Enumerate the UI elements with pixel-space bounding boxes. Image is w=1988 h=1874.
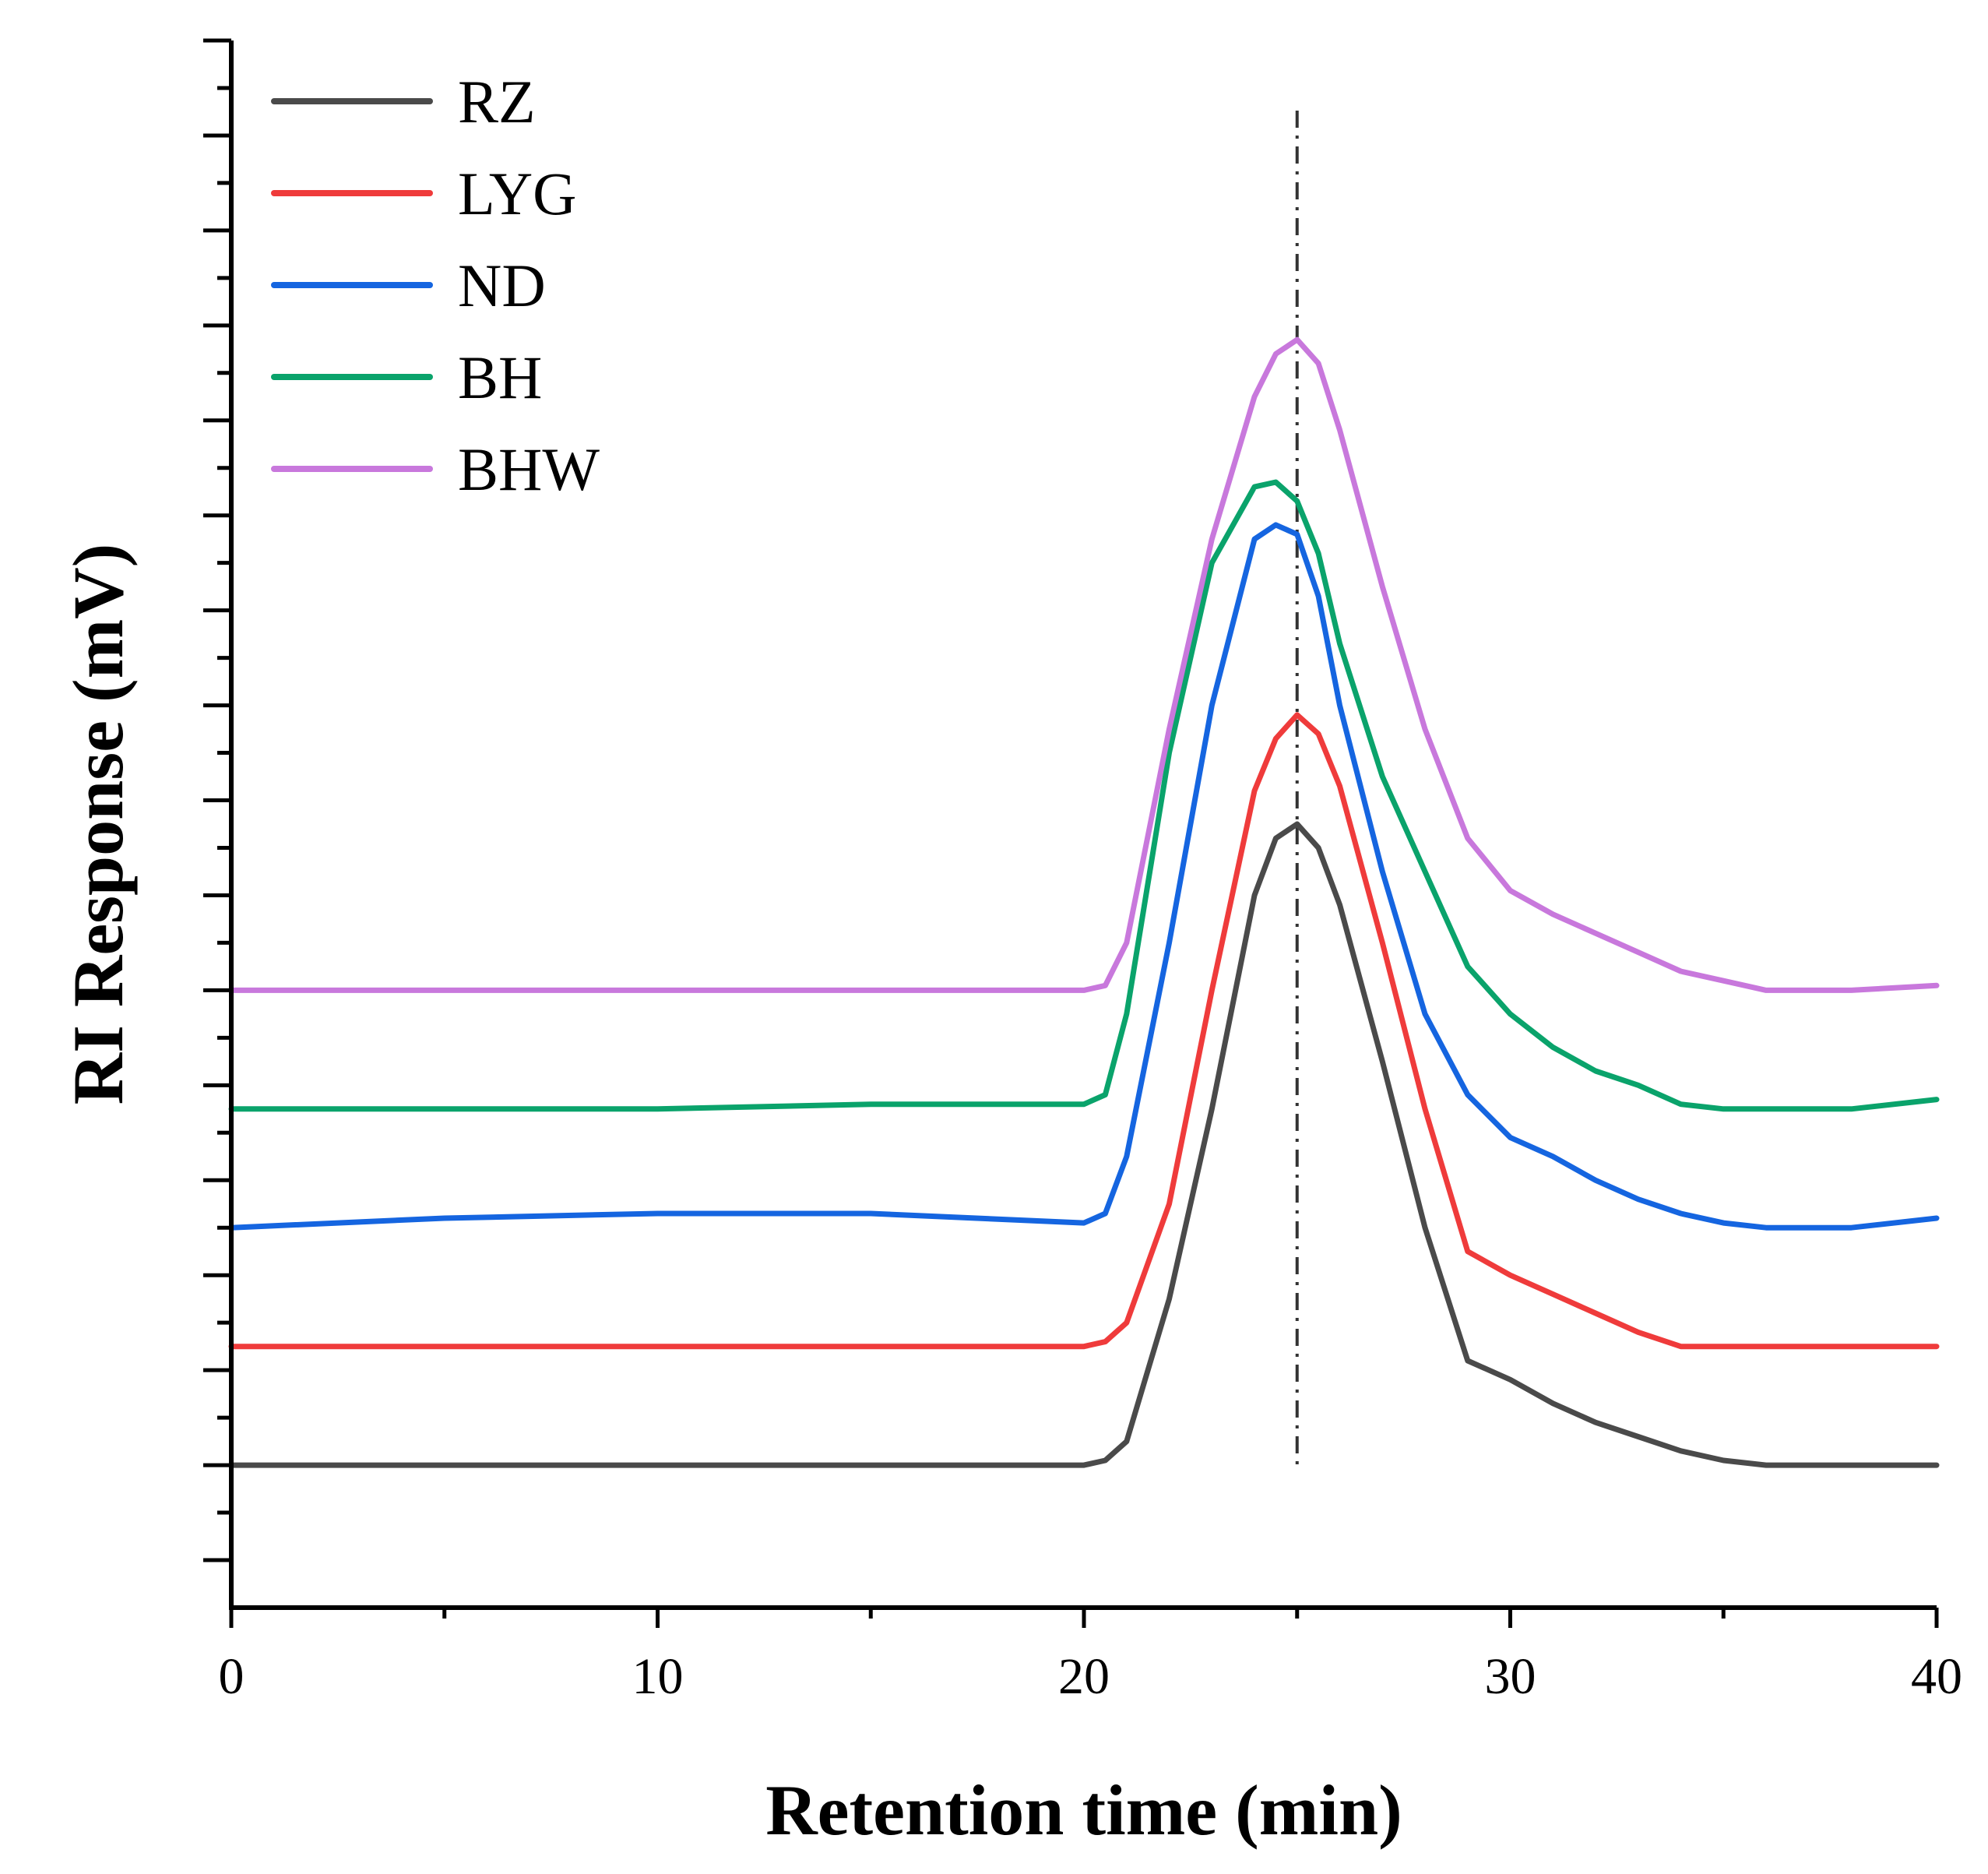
series-line-nd [228,522,1940,1231]
series-line-bh [228,479,1940,1112]
x-tick-label: 20 [1058,1648,1110,1705]
legend: RZ LYG ND BH BHW [271,68,600,503]
y-axis-title: RI Response (mV) [58,544,138,1105]
legend-label-nd: ND [458,252,546,319]
legend-label-bhw: BHW [458,435,600,503]
x-tick-label: 10 [632,1648,684,1705]
series-line-lyg [228,712,1940,1350]
series-line-bhw [228,336,1940,993]
x-axis-title: Retention time (min) [765,1770,1402,1850]
legend-label-lyg: LYG [458,160,577,227]
legend-label-bh: BH [458,343,542,411]
series-line-rz [228,821,1940,1468]
axes: 0 10 20 30 40 [203,38,1962,1705]
plot-area [228,111,1940,1472]
x-tick-label: 30 [1485,1648,1536,1705]
legend-label-rz: RZ [458,68,536,136]
x-tick-label: 40 [1911,1648,1962,1705]
x-tick-label: 0 [219,1648,245,1705]
